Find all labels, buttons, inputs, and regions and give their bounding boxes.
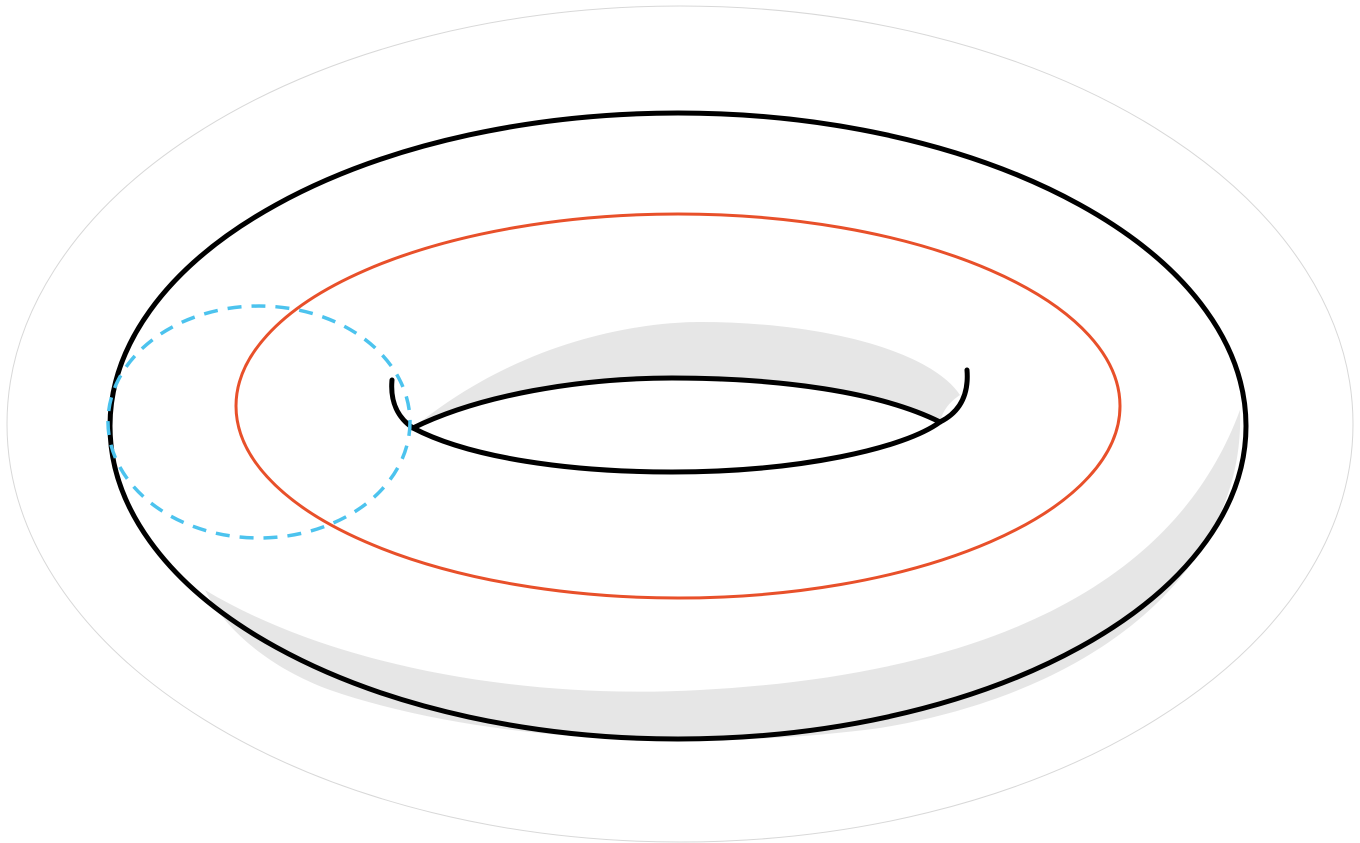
longitude-loop xyxy=(234,212,1122,600)
torus-outer-outline xyxy=(107,110,1249,742)
torus-hole-front-rim xyxy=(410,419,943,475)
torus-hole-back-rim xyxy=(410,375,943,431)
outer-halo xyxy=(6,5,1354,843)
torus-bottom-shadow xyxy=(205,410,1241,741)
torus-outer-surface xyxy=(110,113,1246,739)
meridian-loop xyxy=(106,304,412,540)
torus-hole-right-hook xyxy=(937,367,970,425)
torus-hole-shadow xyxy=(413,322,960,428)
